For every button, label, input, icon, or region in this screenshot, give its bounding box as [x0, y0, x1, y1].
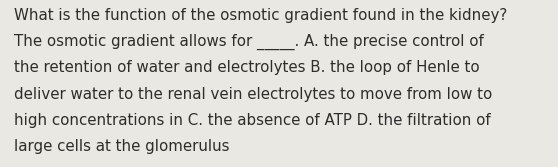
Text: The osmotic gradient allows for _____. A. the precise control of: The osmotic gradient allows for _____. A…	[14, 34, 484, 50]
Text: the retention of water and electrolytes B. the loop of Henle to: the retention of water and electrolytes …	[14, 60, 479, 75]
Text: What is the function of the osmotic gradient found in the kidney?: What is the function of the osmotic grad…	[14, 8, 507, 23]
Text: large cells at the glomerulus: large cells at the glomerulus	[14, 139, 229, 154]
Text: high concentrations in C. the absence of ATP D. the filtration of: high concentrations in C. the absence of…	[14, 113, 490, 128]
Text: deliver water to the renal vein electrolytes to move from low to: deliver water to the renal vein electrol…	[14, 87, 492, 102]
